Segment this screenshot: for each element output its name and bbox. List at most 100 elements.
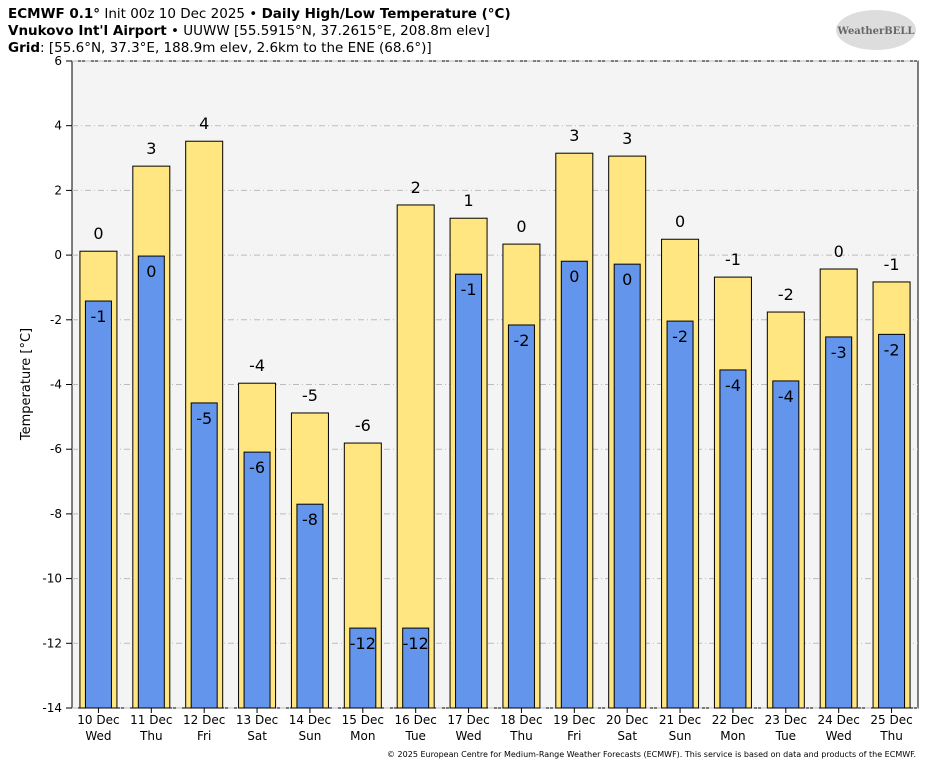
y-tick-label: -14 [42,701,62,715]
title-part: ECMWF 0.1° [8,6,100,22]
y-tick-label: 2 [54,183,62,197]
value-label: 0 [675,212,685,231]
x-tick-label: 20 Dec [606,713,648,727]
value-label: -8 [302,510,318,529]
value-label: -4 [778,387,794,406]
chart-subtitle: Vnukovo Int'l Airport • UUWW [55.5915°N,… [8,23,490,39]
x-tick-sublabel: Sun [669,729,692,743]
value-label: -5 [196,409,212,428]
x-tick-sublabel: Tue [775,729,797,743]
x-tick-sublabel: Thu [139,729,163,743]
x-tick-sublabel: Thu [509,729,533,743]
low-bar [243,451,271,709]
y-axis-label: Temperature [°C] [19,328,34,441]
x-tick-sublabel: Wed [455,729,481,743]
grid-part: Grid [8,40,40,56]
y-tick-label: -6 [50,442,62,456]
x-tick-label: 13 Dec [236,713,278,727]
x-tick-label: 24 Dec [818,713,860,727]
y-tick-label: 0 [54,248,62,262]
value-label: 4 [199,114,209,133]
value-label: 0 [569,267,579,286]
y-tick-label: -10 [42,572,62,586]
value-label: -2 [672,327,688,346]
subtitle-part: • UUWW [55.5915°N, 37.2615°E, 208.8m ele… [167,23,490,39]
x-tick-label: 22 Dec [712,713,754,727]
x-tick-sublabel: Sat [617,729,637,743]
low-bar [666,320,694,709]
value-label: 0 [834,242,844,261]
low-bar [402,627,430,709]
title-part: Daily High/Low Temperature (°C) [262,6,511,22]
value-label: -2 [884,340,900,359]
x-tick-sublabel: Wed [85,729,111,743]
x-tick-label: 11 Dec [130,713,172,727]
low-bar [772,380,800,709]
value-label: 0 [516,217,526,236]
grid-part: : [55.6°N, 37.3°E, 188.9m elev, 2.6km to… [40,40,432,56]
x-tick-label: 25 Dec [870,713,912,727]
x-tick-label: 17 Dec [447,713,489,727]
low-bar [137,255,165,709]
low-bar [719,369,747,709]
value-label: -1 [725,250,741,269]
chart-title: ECMWF 0.1° Init 00z 10 Dec 2025 • Daily … [8,6,511,22]
x-tick-sublabel: Fri [197,729,211,743]
x-tick-label: 23 Dec [765,713,807,727]
title-part: Init 00z 10 Dec 2025 • [100,6,262,22]
value-label: 3 [622,129,632,148]
x-tick-label: 10 Dec [77,713,119,727]
logo-badge [836,10,916,50]
low-bar [296,503,324,709]
value-label: -12 [403,634,429,653]
value-label: -1 [884,255,900,274]
value-label: 3 [569,126,579,145]
grid-info: Grid: [55.6°N, 37.3°E, 188.9m elev, 2.6k… [8,40,432,56]
value-label: 0 [146,262,156,281]
value-label: -5 [302,386,318,405]
low-bar [455,273,483,709]
x-tick-label: 15 Dec [342,713,384,727]
x-tick-sublabel: Mon [720,729,745,743]
value-label: -1 [461,280,477,299]
y-tick-label: -8 [50,507,62,521]
value-label: -12 [350,634,376,653]
x-tick-sublabel: Mon [350,729,375,743]
value-label: 0 [93,224,103,243]
low-bar [190,402,218,709]
value-label: 2 [411,178,421,197]
y-tick-label: 6 [54,54,62,68]
x-tick-label: 21 Dec [659,713,701,727]
x-tick-label: 18 Dec [500,713,542,727]
y-tick-label: -12 [42,636,62,650]
logo: WeatherBELL [837,26,915,37]
y-tick-label: -4 [50,378,62,392]
low-bar [878,333,906,709]
value-label: -1 [90,307,106,326]
high-bar [396,204,435,709]
value-label: -4 [249,356,265,375]
credit: © 2025 European Centre for Medium-Range … [387,750,916,759]
low-bar [507,324,535,709]
value-label: 0 [622,270,632,289]
y-tick-label: -2 [50,313,62,327]
x-tick-label: 16 Dec [395,713,437,727]
x-tick-label: 19 Dec [553,713,595,727]
value-label: -2 [778,285,794,304]
low-bar [825,336,853,709]
x-tick-sublabel: Thu [879,729,903,743]
value-label: -4 [725,376,741,395]
y-tick-label: 4 [54,119,62,133]
value-label: -2 [513,331,529,350]
x-tick-sublabel: Sun [299,729,322,743]
x-tick-label: 12 Dec [183,713,225,727]
x-tick-sublabel: Sat [247,729,267,743]
x-tick-label: 14 Dec [289,713,331,727]
subtitle-part: Vnukovo Int'l Airport [8,23,167,39]
value-label: 1 [463,191,473,210]
x-tick-sublabel: Tue [404,729,426,743]
x-tick-sublabel: Fri [567,729,581,743]
low-bar [84,300,112,709]
